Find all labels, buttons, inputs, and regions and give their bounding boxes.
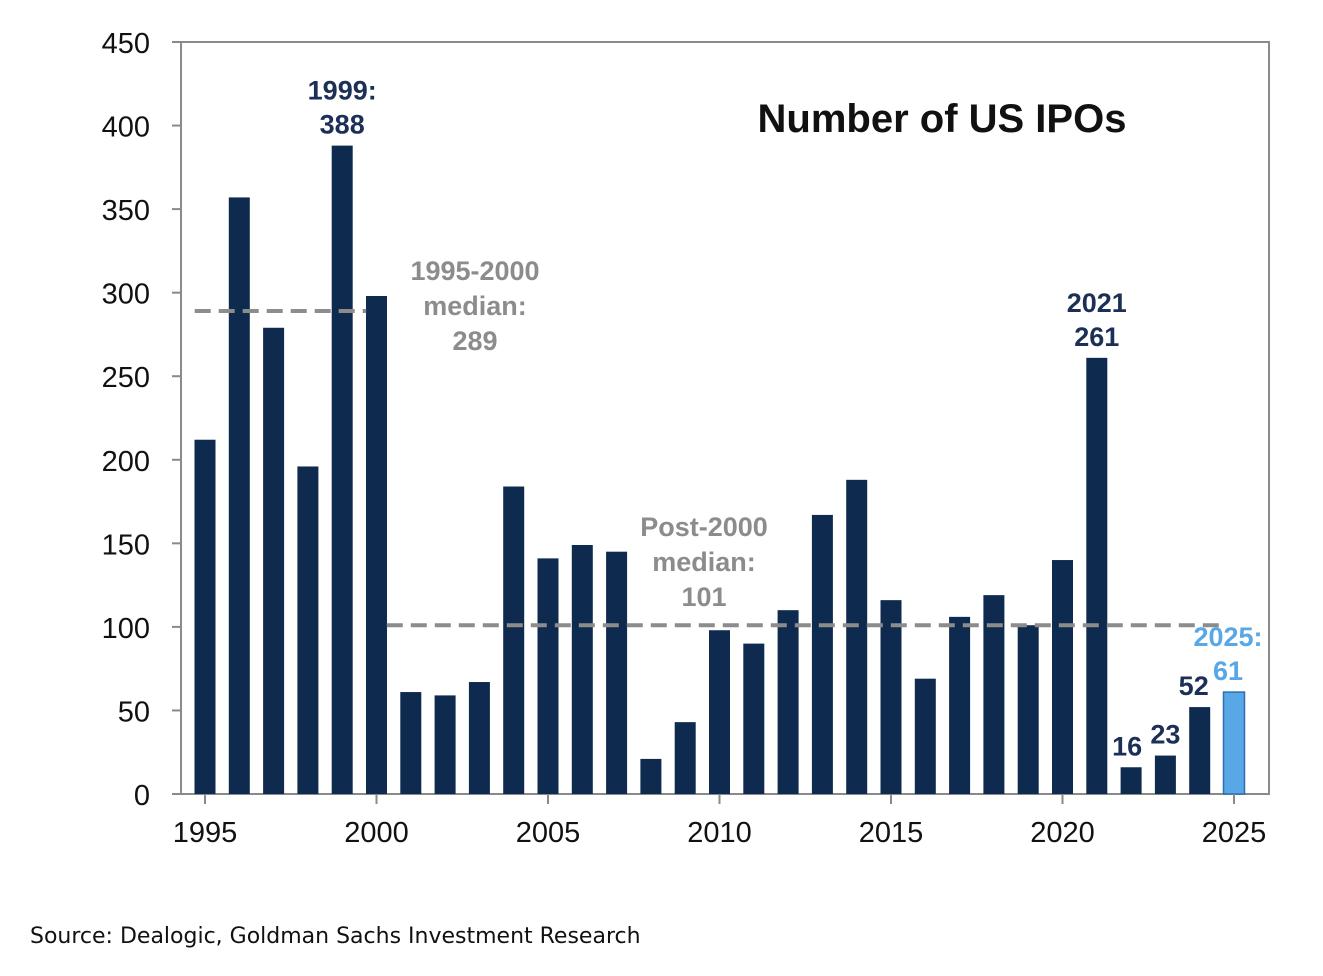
bar-2024 bbox=[1189, 707, 1211, 794]
bar-2003 bbox=[468, 682, 490, 794]
y-tick-label: 350 bbox=[102, 195, 150, 227]
source-note: Source: Dealogic, Goldman Sachs Investme… bbox=[30, 924, 641, 949]
y-tick-label: 250 bbox=[102, 362, 150, 394]
bar-2018 bbox=[983, 595, 1005, 794]
bar-2021 bbox=[1086, 357, 1108, 794]
annotation-2021: 2021 bbox=[1067, 288, 1127, 318]
bar-1996 bbox=[228, 197, 250, 794]
median-label: Post-2000 bbox=[640, 512, 768, 542]
annotation-1999: 388 bbox=[320, 110, 365, 140]
bar-2009 bbox=[674, 722, 696, 794]
bar-2015 bbox=[880, 600, 902, 794]
x-tick-label: 2010 bbox=[687, 817, 752, 849]
bar-2011 bbox=[743, 643, 765, 794]
y-tick-label: 300 bbox=[102, 279, 150, 311]
bar-2005 bbox=[537, 558, 559, 794]
bar-2014 bbox=[846, 479, 868, 794]
median-label: median: bbox=[652, 547, 756, 577]
bar-2022 bbox=[1120, 767, 1142, 794]
y-tick-label: 200 bbox=[102, 446, 150, 478]
x-axis: 1995 2000 2005 2010 2015 2020 2025 bbox=[173, 794, 1267, 849]
x-tick-label: 2025 bbox=[1202, 817, 1267, 849]
bar-1998 bbox=[297, 466, 319, 794]
y-tick-label: 400 bbox=[102, 112, 150, 144]
annotation-2021: 261 bbox=[1074, 322, 1119, 352]
x-tick-label: 2000 bbox=[344, 817, 409, 849]
median-lines: 1995-2000 median: 289 Post-2000 median: 101 bbox=[194, 256, 1224, 628]
bar-1995 bbox=[194, 439, 216, 794]
y-tick-label: 100 bbox=[102, 613, 150, 645]
median-label: 101 bbox=[681, 582, 726, 612]
bar-2002 bbox=[434, 695, 456, 794]
annotation-1999: 1999: bbox=[308, 76, 377, 106]
bars bbox=[194, 145, 1246, 795]
bar-2019 bbox=[1017, 625, 1039, 794]
data-annotations: 1999: 388 2021 261 16 23 52 2025: 61 bbox=[308, 76, 1263, 762]
annotation-2025: 2025: bbox=[1193, 622, 1262, 652]
bar-2013 bbox=[811, 514, 833, 794]
y-axis: 0 50 100 150 200 250 300 350 400 450 bbox=[102, 28, 181, 812]
bar-2000 bbox=[366, 296, 387, 794]
bar-2008 bbox=[640, 758, 662, 794]
bar-2004 bbox=[503, 486, 525, 794]
median-label: 289 bbox=[452, 326, 497, 356]
bar-1997 bbox=[263, 327, 285, 794]
bar-2012 bbox=[777, 610, 799, 794]
y-tick-label: 0 bbox=[134, 780, 150, 812]
y-tick-label: 450 bbox=[102, 28, 150, 60]
annotation-2022: 16 bbox=[1112, 731, 1142, 761]
bar-2023 bbox=[1154, 755, 1176, 794]
median-label: 1995-2000 bbox=[410, 256, 539, 286]
bar-2007 bbox=[606, 551, 628, 794]
bar-2017 bbox=[949, 616, 971, 794]
bar-2020 bbox=[1052, 560, 1073, 794]
bar-2006 bbox=[571, 545, 593, 794]
bar-1999 bbox=[331, 145, 353, 794]
bar-2025 bbox=[1222, 691, 1246, 795]
y-tick-label: 50 bbox=[118, 696, 150, 728]
annotation-2024: 52 bbox=[1179, 671, 1209, 701]
annotation-2023: 23 bbox=[1150, 720, 1180, 750]
chart-title: Number of US IPOs bbox=[758, 97, 1127, 141]
bar-2010 bbox=[709, 630, 730, 794]
x-tick-label: 2015 bbox=[859, 817, 924, 849]
x-tick-label: 2005 bbox=[516, 817, 581, 849]
bar-2001 bbox=[400, 692, 422, 794]
median-label: median: bbox=[423, 291, 527, 321]
x-tick-label: 2020 bbox=[1030, 817, 1095, 849]
bar-2016 bbox=[914, 678, 936, 794]
annotation-2025: 61 bbox=[1213, 656, 1243, 686]
y-tick-label: 150 bbox=[102, 529, 150, 561]
x-tick-label: 1995 bbox=[173, 817, 238, 849]
